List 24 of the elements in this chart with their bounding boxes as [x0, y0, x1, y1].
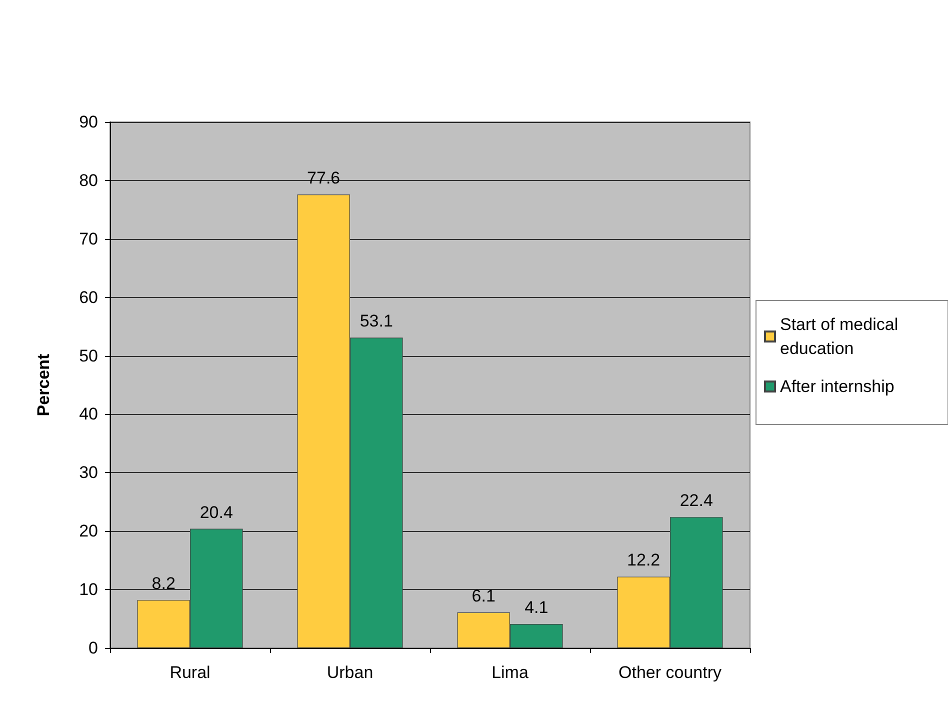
y-tick-label: 40	[79, 404, 98, 424]
y-tick-label: 60	[79, 288, 98, 307]
y-tick-label: 50	[79, 346, 98, 366]
data-label: 20.4	[200, 502, 233, 522]
y-axis-title: Percent	[34, 353, 53, 416]
x-tick-label: Urban	[326, 663, 374, 682]
y-tick-label: 0	[88, 638, 98, 658]
y-tick-label: 70	[79, 229, 98, 248]
data-label: 12.2	[627, 550, 660, 570]
data-label: 53.1	[360, 312, 393, 331]
y-tick-label: 80	[79, 170, 98, 190]
legend-label: Start of medical education	[780, 315, 903, 358]
data-label: 6.1	[472, 586, 496, 606]
legend-label: After internship	[780, 377, 894, 396]
y-tick-label: 30	[79, 463, 98, 482]
x-tick-label: Rural	[170, 663, 210, 682]
y-tick-label: 90	[79, 112, 98, 132]
y-tick-label: 10	[79, 580, 98, 600]
data-label: 8.2	[152, 574, 176, 594]
y-tick-label: 20	[79, 522, 98, 541]
data-label: 22.4	[680, 491, 713, 510]
data-label: 4.1	[524, 598, 548, 618]
x-tick-label: Lima	[492, 663, 529, 682]
x-tick-label: Other country	[618, 663, 722, 682]
